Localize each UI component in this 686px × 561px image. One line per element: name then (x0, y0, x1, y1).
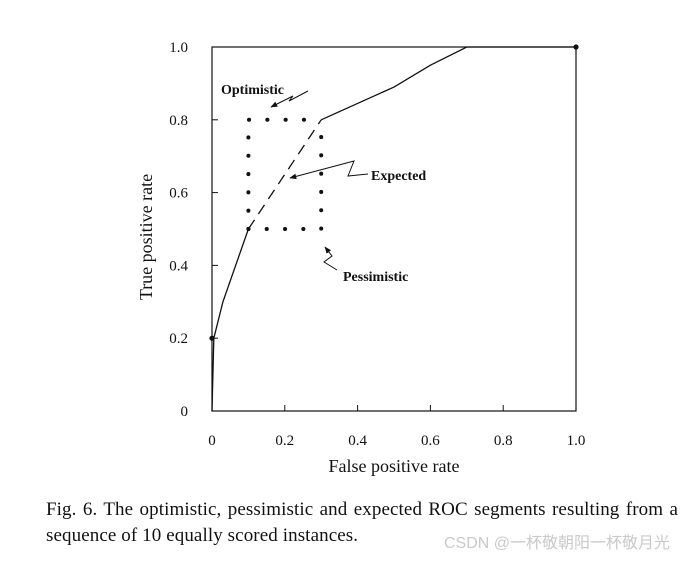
y-tick-label: 0.4 (169, 258, 188, 274)
roc-curves (209, 44, 579, 412)
y-tick-label: 0 (181, 404, 189, 420)
x-axis-title: False positive rate (329, 456, 460, 476)
watermark: CSDN @一杯敬朝阳一杯敬月光 (443, 535, 670, 552)
annotation-arrow (289, 160, 369, 180)
plot-frame (211, 46, 577, 412)
annotation-optimistic: Optimistic (221, 83, 284, 98)
y-tick-label: 1.0 (169, 40, 188, 56)
y-tick-label: 0.6 (169, 186, 188, 202)
x-tick-label: 0.2 (275, 433, 294, 449)
annotation-arrow (323, 246, 338, 271)
roc-chart: 0 0.2 0.4 0.6 0.8 1.0 0 0.2 0.4 0.6 0.8 1.0 Optimis… (136, 40, 585, 476)
annotation-pessimistic: Pessimistic (343, 270, 408, 285)
series-dotted-pessimistic (246, 117, 324, 231)
series-dashed (247, 119, 322, 230)
figure-caption: Fig. 6. The optimistic, pessimistic and … (46, 499, 678, 546)
axis-ticks: 0 0.2 0.4 0.6 0.8 1.0 0 0.2 0.4 0.6 0.8 1.0 (169, 40, 585, 449)
curve-marker (573, 44, 579, 50)
annotation-arrow (270, 90, 309, 108)
series-solid (320, 46, 576, 121)
annotations: Optimistic Expected Pessimistic (221, 83, 426, 285)
annotation-expected: Expected (371, 169, 426, 184)
y-tick-label: 0.8 (169, 113, 188, 129)
y-tick-label: 0.2 (169, 331, 188, 347)
x-tick-label: 0.4 (348, 433, 367, 449)
x-tick-label: 0 (208, 433, 216, 449)
x-tick-label: 0.6 (421, 433, 440, 449)
y-axis-title: True positive rate (136, 174, 156, 300)
x-tick-label: 0.8 (494, 433, 513, 449)
curve-marker (209, 335, 215, 341)
x-tick-label: 1.0 (567, 433, 586, 449)
series-solid (211, 228, 250, 412)
series-dotted-optimistic (246, 117, 324, 231)
